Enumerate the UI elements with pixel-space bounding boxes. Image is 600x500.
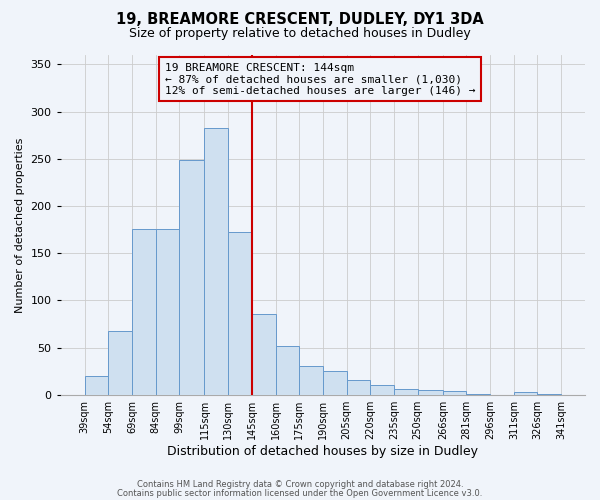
Text: Size of property relative to detached houses in Dudley: Size of property relative to detached ho… xyxy=(129,28,471,40)
Bar xyxy=(228,232,252,394)
X-axis label: Distribution of detached houses by size in Dudley: Distribution of detached houses by size … xyxy=(167,444,478,458)
Bar xyxy=(85,376,108,394)
Bar xyxy=(275,346,299,395)
Bar xyxy=(252,314,275,394)
Bar xyxy=(132,228,155,394)
Text: Contains public sector information licensed under the Open Government Licence v3: Contains public sector information licen… xyxy=(118,488,482,498)
Text: 19, BREAMORE CRESCENT, DUDLEY, DY1 3DA: 19, BREAMORE CRESCENT, DUDLEY, DY1 3DA xyxy=(116,12,484,28)
Bar xyxy=(394,389,418,394)
Text: Contains HM Land Registry data © Crown copyright and database right 2024.: Contains HM Land Registry data © Crown c… xyxy=(137,480,463,489)
Bar xyxy=(108,332,132,394)
Bar xyxy=(418,390,443,394)
Bar xyxy=(205,128,228,394)
Bar xyxy=(179,160,205,394)
Bar xyxy=(299,366,323,394)
Bar xyxy=(155,228,179,394)
Bar xyxy=(443,391,466,394)
Text: 19 BREAMORE CRESCENT: 144sqm
← 87% of detached houses are smaller (1,030)
12% of: 19 BREAMORE CRESCENT: 144sqm ← 87% of de… xyxy=(165,62,476,96)
Bar xyxy=(323,371,347,394)
Bar xyxy=(514,392,538,394)
Bar xyxy=(370,386,394,394)
Y-axis label: Number of detached properties: Number of detached properties xyxy=(15,137,25,312)
Bar xyxy=(347,380,370,394)
